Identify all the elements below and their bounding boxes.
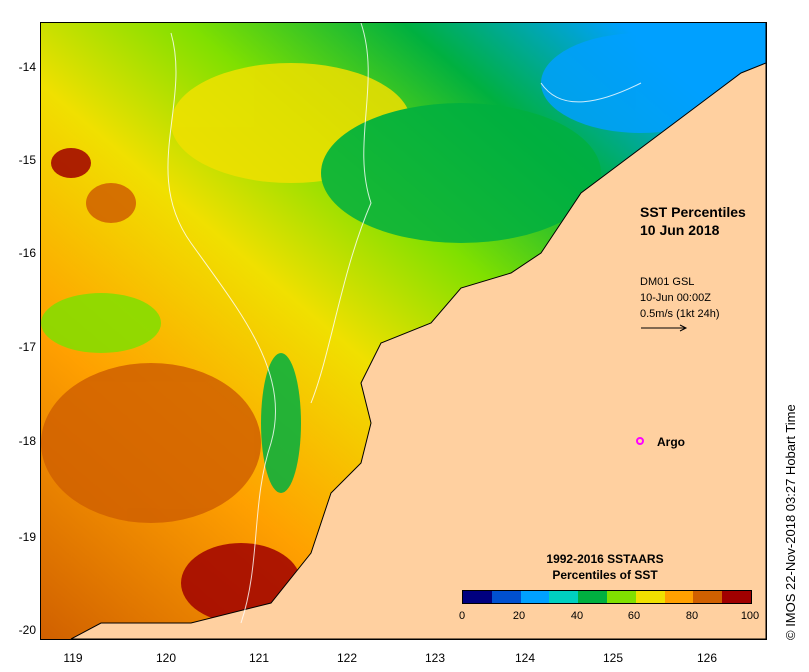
colorbar-swatch <box>549 591 579 603</box>
lat-label: -20 <box>18 623 36 637</box>
colorbar-swatch <box>693 591 723 603</box>
lon-label: 126 <box>696 651 718 665</box>
lat-label: -17 <box>18 340 36 354</box>
lon-label: 123 <box>424 651 446 665</box>
sst-map[interactable] <box>40 22 767 640</box>
map-canvas <box>41 23 766 639</box>
map-title: SST Percentiles <box>640 204 746 220</box>
sst-patches <box>41 33 741 623</box>
lat-label: -15 <box>18 153 36 167</box>
lon-label: 121 <box>248 651 270 665</box>
current-source: DM01 GSL <box>640 276 695 288</box>
colorbar-label: 0 <box>458 610 466 622</box>
colorbar-swatch <box>664 591 694 603</box>
argo-marker <box>636 437 644 445</box>
lat-label: -16 <box>18 246 36 260</box>
colorbar-label: 40 <box>570 610 584 622</box>
lon-label: 125 <box>602 651 624 665</box>
legend-subtitle: Percentiles of SST <box>552 568 658 582</box>
colorbar-swatch <box>578 591 607 603</box>
legend-title: 1992-2016 SSTAARS <box>546 552 664 566</box>
land-mass <box>70 23 766 639</box>
argo-label: Argo <box>657 435 685 449</box>
lon-label: 120 <box>155 651 177 665</box>
map-date: 10 Jun 2018 <box>640 222 720 238</box>
colorbar-label: 60 <box>627 610 641 622</box>
colorbar-label: 80 <box>685 610 699 622</box>
credit-text: © IMOS 22-Nov-2018 03:27 Hobart Time <box>783 404 798 640</box>
contour-lines <box>167 23 642 624</box>
colorbar <box>462 590 752 604</box>
colorbar-swatch <box>463 591 492 603</box>
colorbar-swatch <box>606 591 636 603</box>
current-scale-arrow <box>641 324 688 332</box>
current-scale: 0.5m/s (1kt 24h) <box>640 308 720 320</box>
colorbar-swatch <box>491 591 521 603</box>
colorbar-swatch <box>520 591 550 603</box>
colorbar-swatch <box>722 591 751 603</box>
colorbar-label: 100 <box>740 610 760 622</box>
lon-label: 119 <box>63 651 83 665</box>
lat-label: -14 <box>18 60 36 74</box>
lon-label: 124 <box>514 651 536 665</box>
lon-label: 122 <box>336 651 358 665</box>
colorbar-label: 20 <box>512 610 526 622</box>
lat-label: -19 <box>18 530 36 544</box>
current-time: 10-Jun 00:00Z <box>640 292 711 304</box>
lat-label: -18 <box>18 434 36 448</box>
colorbar-swatch <box>635 591 665 603</box>
